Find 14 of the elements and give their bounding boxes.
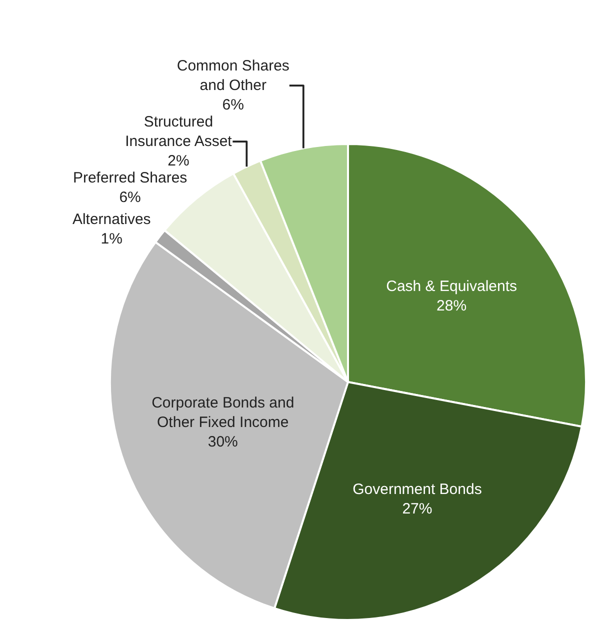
slice-label: Government Bonds (352, 480, 482, 498)
slice-label: Cash & Equivalents (386, 278, 518, 296)
slice-label: Structured Insurance Asset (125, 114, 233, 150)
data-label: 1% (100, 230, 122, 248)
data-label: 6% (222, 96, 244, 114)
data-label: 28% (436, 298, 467, 315)
slice-label: Preferred Shares (72, 170, 188, 187)
slice-label: Common Shares and Other (176, 58, 290, 94)
slice-label: Alternatives (72, 211, 151, 228)
data-label: 30% (208, 434, 238, 451)
data-label: 2% (168, 152, 190, 170)
slice-label: Corporate Bonds and Other Fixed Income (152, 394, 294, 432)
data-label: 27% (402, 500, 432, 518)
data-label: 6% (119, 189, 141, 206)
